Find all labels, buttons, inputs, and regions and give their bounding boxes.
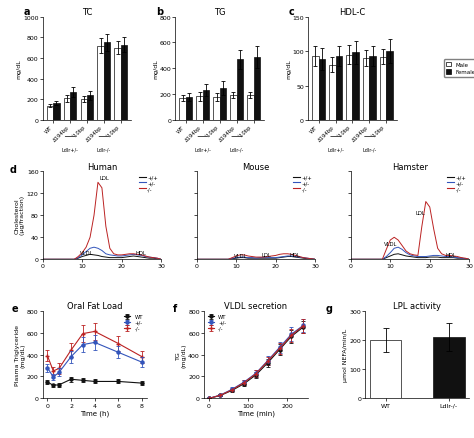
Bar — [363, 59, 369, 121]
Bar — [369, 57, 376, 121]
Title: HDL-C: HDL-C — [339, 8, 365, 17]
Title: TG: TG — [214, 8, 226, 17]
Y-axis label: TG
(mg/dL): TG (mg/dL) — [176, 343, 187, 367]
Bar — [370, 340, 401, 399]
Bar — [203, 91, 209, 121]
Bar — [180, 99, 186, 121]
Bar — [64, 99, 70, 121]
Text: Ldlr+/-: Ldlr+/- — [327, 148, 344, 152]
Bar — [87, 96, 93, 121]
Legend: Male, Female: Male, Female — [444, 60, 474, 78]
Bar — [329, 66, 336, 121]
Text: Ldlr-/-: Ldlr-/- — [229, 148, 244, 152]
Text: Ldlr-/-: Ldlr-/- — [362, 148, 376, 152]
X-axis label: Time (h): Time (h) — [80, 409, 109, 416]
Bar — [237, 60, 243, 121]
Legend: +/+, +/-, -/-: +/+, +/-, -/- — [139, 174, 158, 192]
Text: HDL: HDL — [446, 252, 456, 257]
Text: e: e — [11, 304, 18, 314]
Y-axis label: μmol NEFA/min/L: μmol NEFA/min/L — [343, 328, 348, 381]
Text: d: d — [9, 165, 17, 175]
Bar — [196, 97, 203, 121]
Title: Hamster: Hamster — [392, 162, 428, 171]
Bar — [380, 57, 386, 121]
Bar — [312, 57, 319, 121]
Legend: +/+, +/-, -/-: +/+, +/-, -/- — [447, 174, 466, 192]
Text: HDL: HDL — [290, 252, 301, 257]
Title: Human: Human — [87, 162, 117, 171]
Text: VLDL: VLDL — [384, 241, 398, 246]
Text: Ldlr-/-: Ldlr-/- — [97, 148, 111, 152]
Title: LPL activity: LPL activity — [393, 301, 441, 310]
Text: HDL: HDL — [136, 250, 146, 255]
X-axis label: Time (min): Time (min) — [237, 409, 275, 416]
Bar — [254, 57, 260, 121]
Text: b: b — [156, 7, 163, 17]
Bar — [336, 57, 342, 121]
Bar — [346, 55, 353, 121]
Text: Ldlr+/-: Ldlr+/- — [194, 148, 211, 152]
Bar — [121, 46, 127, 121]
Bar — [319, 60, 325, 121]
Title: Mouse: Mouse — [242, 162, 270, 171]
Bar — [53, 104, 60, 121]
Bar — [81, 100, 87, 121]
Bar — [433, 337, 465, 399]
Y-axis label: Cholesterol
 (μg/fraction): Cholesterol (μg/fraction) — [15, 195, 25, 237]
Bar — [70, 93, 76, 121]
Bar — [247, 95, 254, 121]
Bar — [230, 95, 237, 121]
Bar — [46, 106, 53, 121]
Bar — [114, 49, 121, 121]
Y-axis label: mg/dL: mg/dL — [153, 59, 158, 79]
Text: a: a — [23, 7, 30, 17]
Bar — [353, 53, 359, 121]
Text: g: g — [326, 304, 333, 314]
Legend: WT, +/-, -/-: WT, +/-, -/- — [123, 314, 144, 332]
Bar — [213, 98, 220, 121]
Text: f: f — [173, 304, 177, 314]
Text: Ldlr+/-: Ldlr+/- — [62, 148, 79, 152]
Legend: WT, +/-, -/-: WT, +/-, -/- — [207, 314, 228, 332]
Text: LDL: LDL — [262, 252, 272, 257]
Bar — [186, 98, 192, 121]
Text: VLDL: VLDL — [234, 254, 247, 258]
Text: LDL: LDL — [100, 175, 109, 180]
Y-axis label: mg/dL: mg/dL — [17, 59, 22, 79]
Title: TC: TC — [82, 8, 92, 17]
Text: LDL: LDL — [416, 211, 426, 216]
Text: VLDL: VLDL — [80, 250, 93, 255]
Bar — [98, 46, 104, 121]
Y-axis label: Plasma Triglyceride
(mg/dL): Plasma Triglyceride (mg/dL) — [15, 324, 25, 385]
Y-axis label: mg/dL: mg/dL — [286, 59, 291, 79]
Title: Oral Fat Load: Oral Fat Load — [67, 301, 122, 310]
Bar — [104, 43, 110, 121]
Text: c: c — [289, 7, 294, 17]
Bar — [220, 89, 226, 121]
Legend: +/+, +/-, -/-: +/+, +/-, -/- — [293, 174, 312, 192]
Title: VLDL secretion: VLDL secretion — [224, 301, 288, 310]
Bar — [386, 52, 393, 121]
